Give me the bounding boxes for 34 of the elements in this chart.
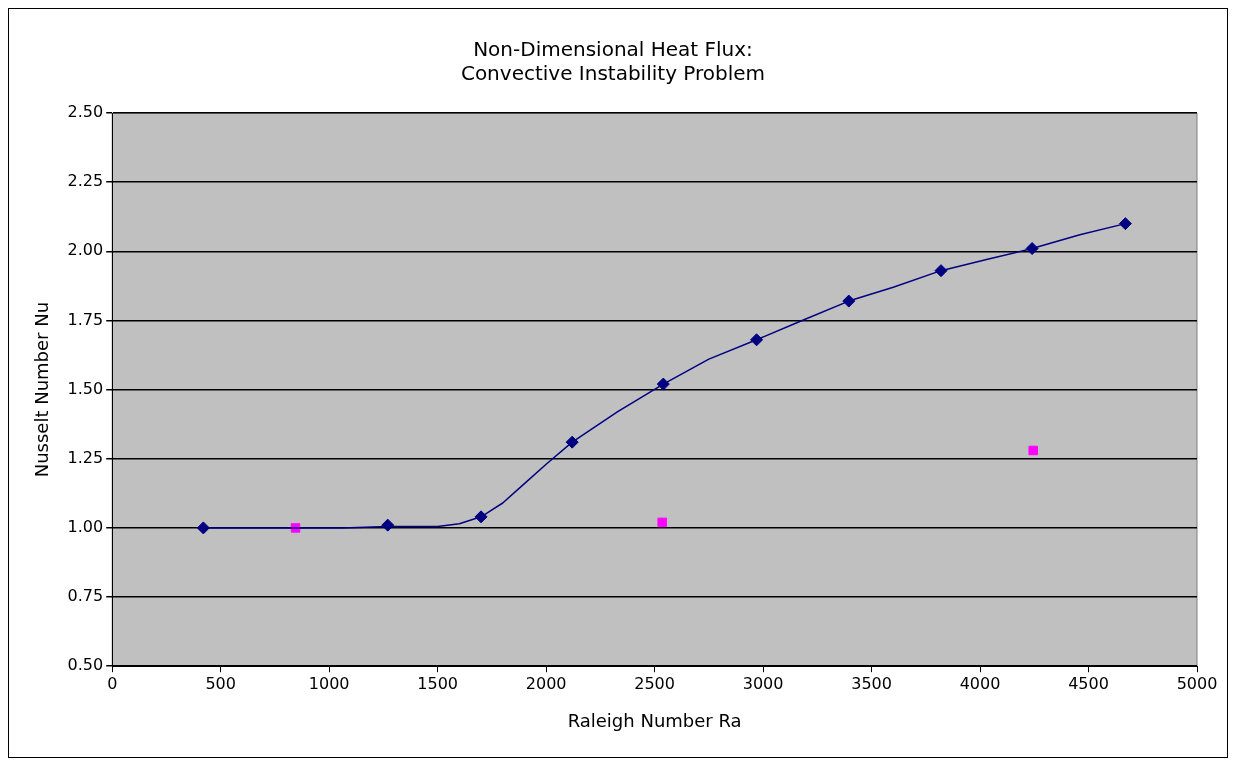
x-tick-label: 2000: [525, 673, 567, 693]
x-tick-label: 3500: [851, 673, 892, 693]
y-tick-label: 0.50: [67, 655, 104, 675]
x-tick-label: 5000: [1176, 673, 1218, 693]
point: [474, 510, 488, 524]
x-tick-label: 4500: [1068, 673, 1109, 693]
y-tick-label: 1.25: [67, 447, 104, 467]
point: [934, 264, 948, 278]
point: [750, 333, 764, 347]
x-tick-label: 1000: [308, 673, 350, 693]
x-tick-label: 0: [107, 673, 118, 693]
x-tick-label: 4000: [959, 673, 1001, 693]
point: [196, 521, 210, 535]
point: [381, 518, 395, 532]
point: [842, 294, 856, 308]
y-tick-label: 1.75: [67, 309, 104, 329]
y-tick-label: 1.00: [67, 517, 104, 537]
x-tick-label: 500: [205, 673, 236, 693]
chart-title: Non-Dimensional Heat Flux: Convective Instability Problem: [460, 37, 766, 86]
point: [1025, 242, 1039, 256]
y-tick-label: 2.00: [67, 240, 104, 260]
x-axis-title: Raleigh Number Ra: [567, 709, 742, 731]
point: [656, 377, 670, 391]
x-tick-label: 3000: [742, 673, 784, 693]
point: [657, 517, 667, 528]
x-tick-label: 2500: [634, 673, 675, 693]
y-tick-label: 2.50: [67, 102, 104, 122]
point: [1028, 445, 1038, 456]
y-tick-label: 0.75: [67, 586, 104, 606]
x-tick-label: 1500: [417, 673, 459, 693]
y-axis-title: Nusselt Number Nu: [31, 301, 53, 478]
y-tick-label: 1.50: [67, 378, 104, 398]
y-tick-label: 2.25: [67, 171, 104, 191]
point: [1118, 217, 1132, 231]
